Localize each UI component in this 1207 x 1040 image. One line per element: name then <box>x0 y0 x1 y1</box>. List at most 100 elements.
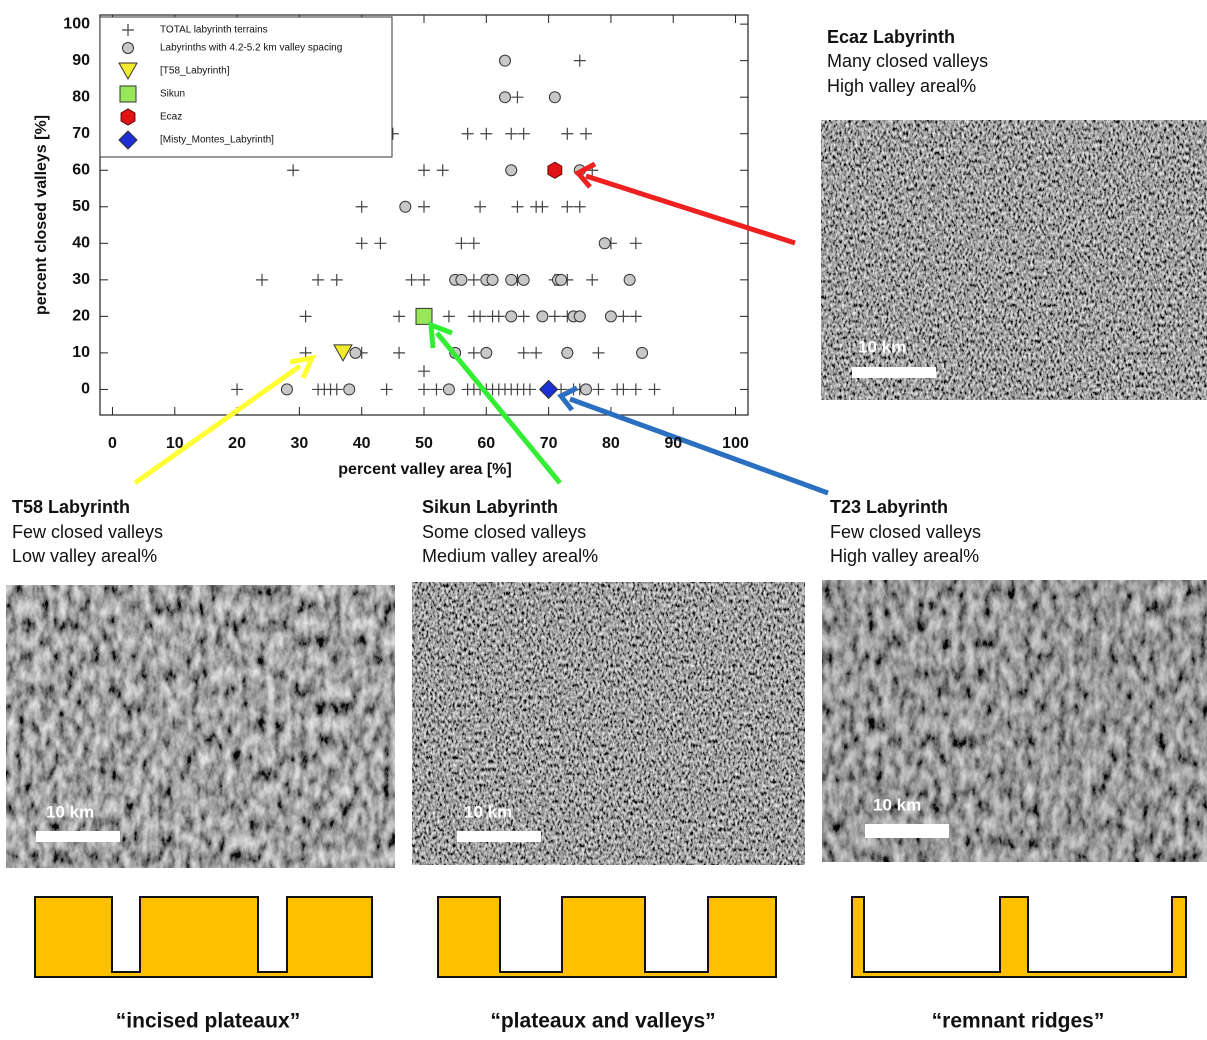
circle-marker <box>536 310 549 323</box>
y-tick-label: 70 <box>72 125 90 142</box>
panel-line: Few closed valleys <box>12 522 163 542</box>
plus-marker <box>474 200 487 213</box>
circle-marker <box>548 91 561 104</box>
plus-marker <box>573 200 586 213</box>
radar-image <box>6 585 395 868</box>
circle-marker <box>480 346 493 359</box>
legend-swatch <box>122 42 134 54</box>
x-tick-label: 50 <box>415 435 433 452</box>
plus-marker <box>523 383 536 396</box>
plus-marker <box>629 383 642 396</box>
plus-marker <box>561 127 574 140</box>
plus-marker <box>418 365 430 378</box>
panel-t58: T58 Labyrinth Few closed valleys Low val… <box>6 497 395 868</box>
y-tick-label: 40 <box>72 235 90 252</box>
x-tick-label: 80 <box>602 435 620 452</box>
profile-shape <box>437 896 777 978</box>
x-tick-label: 10 <box>166 435 184 452</box>
plus-marker <box>393 346 406 359</box>
y-tick-label: 10 <box>72 344 90 361</box>
circle-marker <box>505 310 518 323</box>
arrow <box>435 331 562 485</box>
plus-marker <box>374 237 387 250</box>
plus-marker <box>418 273 430 286</box>
legend-label: TOTAL labyrinth terrains <box>160 25 268 36</box>
circle-marker <box>399 200 412 213</box>
legend-swatch <box>118 130 138 150</box>
x-tick-label: 0 <box>108 435 117 452</box>
circle-marker <box>280 383 293 396</box>
arrow <box>569 396 829 496</box>
legend-swatch <box>122 24 134 36</box>
panel-line: Low valley areal% <box>12 546 157 566</box>
x-tick-label: 100 <box>722 435 749 452</box>
plus-marker <box>617 383 630 396</box>
panel-line: High valley areal% <box>827 76 976 96</box>
panel-line: Some closed valleys <box>422 522 586 542</box>
arrowhead <box>557 385 579 412</box>
plus-marker <box>517 127 530 140</box>
profile-caption: “incised plateaux” <box>116 1010 300 1033</box>
plus-marker <box>418 164 430 177</box>
panel-t23: T23 Labyrinth Few closed valleys High va… <box>822 497 1207 862</box>
panel-line: Few closed valleys <box>830 522 981 542</box>
legend-label: Sikun <box>160 89 185 100</box>
plus-marker <box>592 346 605 359</box>
y-tick-label: 30 <box>72 271 90 288</box>
x-tick-label: 30 <box>290 435 308 452</box>
legend: TOTAL labyrinth terrains Labyrinths with … <box>99 16 393 158</box>
plus-marker <box>467 273 480 286</box>
plus-marker <box>648 383 661 396</box>
scale-label: 10 km <box>464 802 512 821</box>
circle-marker <box>349 346 362 359</box>
plus-marker <box>561 200 574 213</box>
plus-marker <box>480 127 493 140</box>
triangle-marker <box>333 344 353 362</box>
profile-shape <box>851 896 1187 978</box>
panel-title: T23 Labyrinth <box>830 497 948 517</box>
scale-bar <box>457 831 541 842</box>
circle-marker <box>517 273 530 286</box>
circle-marker <box>499 54 511 67</box>
y-tick-label: 0 <box>81 381 90 398</box>
plus-marker <box>418 383 430 396</box>
plus-marker <box>355 237 368 250</box>
profile-caption: “remnant ridges” <box>932 1010 1105 1033</box>
circle-marker <box>561 346 574 359</box>
circle-marker <box>455 273 468 286</box>
plus-marker <box>492 310 505 323</box>
x-axis-title: percent valley area [%] <box>338 461 511 478</box>
x-tick-label: 40 <box>353 435 371 452</box>
y-tick-label: 100 <box>63 15 90 32</box>
plus-marker <box>430 383 443 396</box>
plus-marker <box>355 200 368 213</box>
arrowhead <box>574 161 597 189</box>
scale-label: 10 km <box>858 337 906 356</box>
arrow <box>585 173 796 246</box>
plus-marker <box>436 164 449 177</box>
plus-marker <box>467 346 480 359</box>
profile-caption: “plateaux and valleys” <box>490 1010 715 1033</box>
plus-marker <box>442 310 455 323</box>
plus-marker <box>592 383 605 396</box>
hexagon-marker <box>547 161 563 179</box>
y-axis-title: percent closed valleys [%] <box>33 115 50 315</box>
plus-marker <box>629 237 642 250</box>
x-tick-label: 60 <box>477 435 495 452</box>
panel-title: T58 Labyrinth <box>12 497 130 517</box>
diamond-marker <box>538 379 559 400</box>
panel-title: Sikun Labyrinth <box>422 497 558 517</box>
y-tick-label: 20 <box>72 308 90 325</box>
panel-line: Many closed valleys <box>827 51 988 71</box>
circle-marker <box>343 383 356 396</box>
plus-marker <box>287 164 300 177</box>
profile-shape <box>34 896 373 978</box>
y-tick-label: 80 <box>72 88 90 105</box>
plus-marker <box>330 273 343 286</box>
circle-marker <box>636 346 649 359</box>
plus-marker <box>455 237 468 250</box>
plus-marker <box>517 310 530 323</box>
plus-marker <box>461 127 474 140</box>
legend-label: Ecaz <box>160 112 182 123</box>
legend-box <box>99 16 393 158</box>
